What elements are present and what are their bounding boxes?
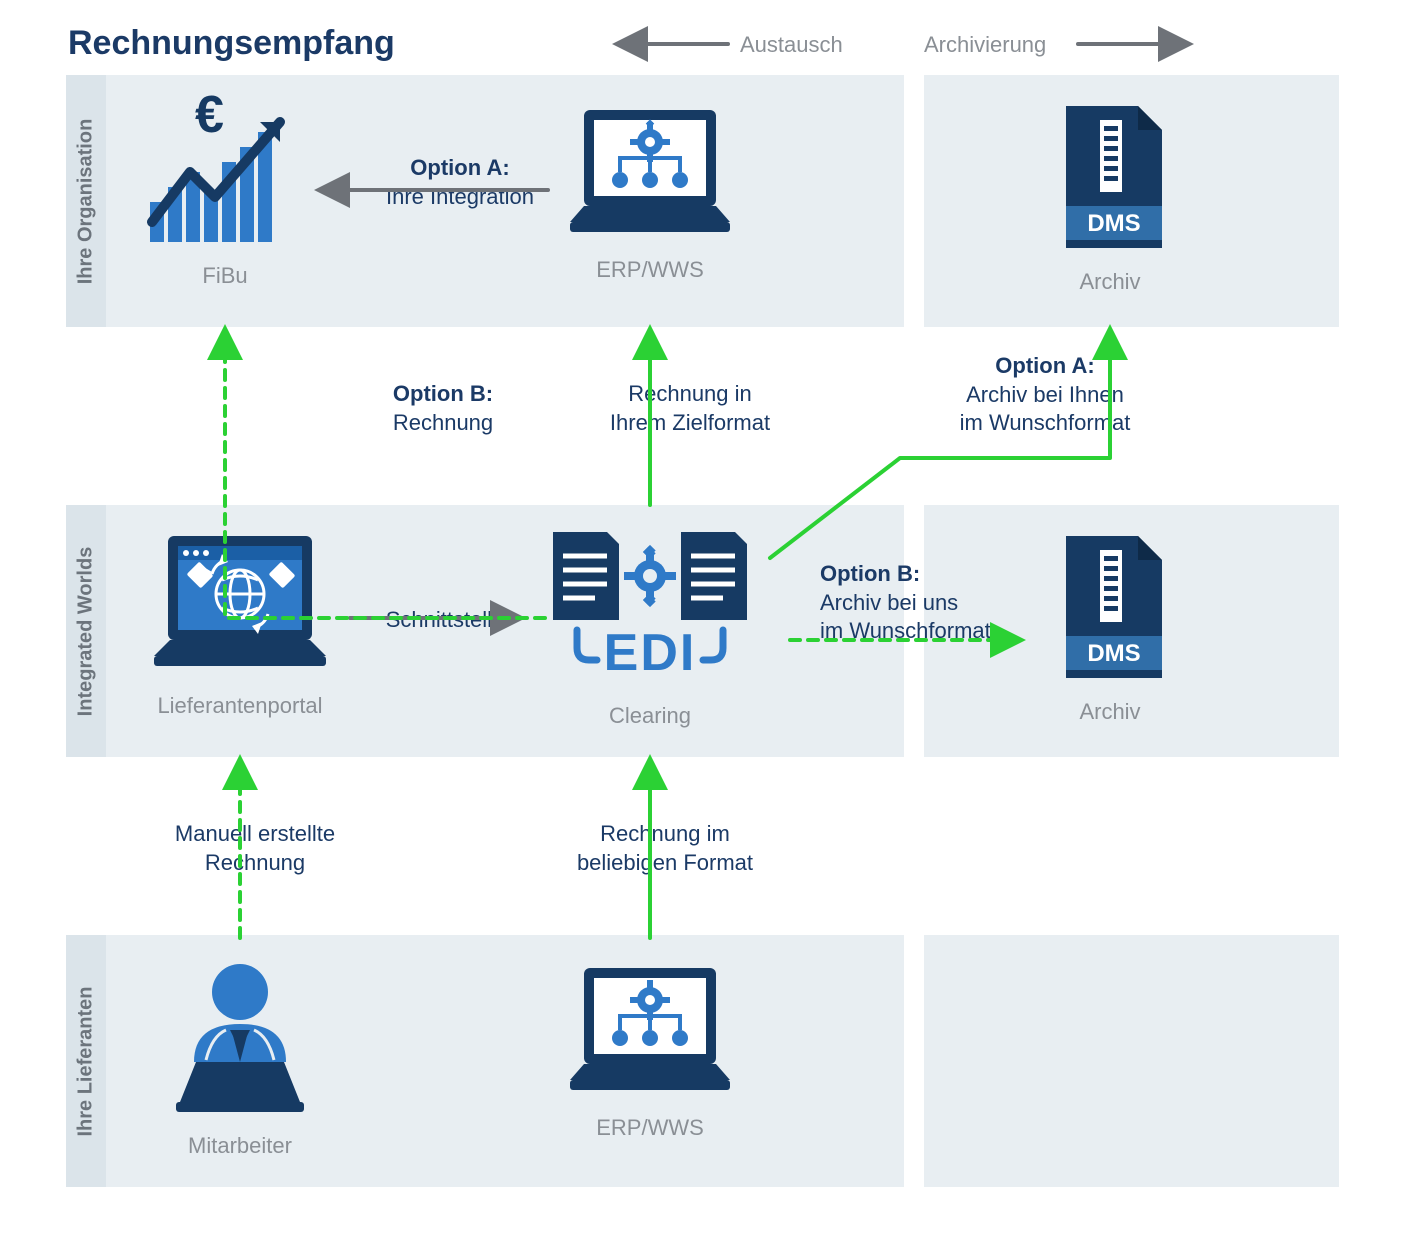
node-fibu-caption: FiBu <box>140 263 310 289</box>
chart-euro-icon: € <box>140 92 310 252</box>
svg-text:€: € <box>195 92 224 144</box>
laptop-gear-icon <box>560 954 740 1104</box>
row-label-org: Ihre Organisation <box>66 75 106 327</box>
top-label-archivierung: Archivierung <box>924 32 1046 58</box>
label-manuell: Manuell erstellte Rechnung <box>150 820 360 877</box>
top-label-austausch: Austausch <box>740 32 843 58</box>
label-optB-rechnung: Option B:Rechnung <box>358 380 528 437</box>
node-erp2-caption: ERP/WWS <box>560 1115 740 1141</box>
node-mitarbeiter: Mitarbeiter <box>160 952 320 1159</box>
dms-file-icon: DMS <box>1030 98 1190 258</box>
label-optA-archiv: Option A:Archiv bei Ihnen im Wunschforma… <box>930 352 1160 438</box>
node-fibu: € FiBu <box>140 92 310 289</box>
label-optA-integration: Option A:Ihre Integration <box>360 154 560 211</box>
page-title: Rechnungsempfang <box>68 24 395 63</box>
laptop-globe-icon <box>140 522 340 682</box>
laptop-gear-icon <box>560 96 740 246</box>
node-archiv2: DMS Archiv <box>1030 528 1190 725</box>
label-schnittstelle: Schnittstelle <box>370 606 520 635</box>
row-label-iw: Integrated Worlds <box>66 505 106 757</box>
label-beliebig: Rechnung im beliebigen Format <box>560 820 770 877</box>
row-label-lief: Ihre Lieferanten <box>66 935 106 1187</box>
edi-big-text: EDI <box>604 624 697 682</box>
node-erp1-caption: ERP/WWS <box>560 257 740 283</box>
dms-file-icon: DMS <box>1030 528 1190 688</box>
node-erp1: ERP/WWS <box>560 96 740 283</box>
dms-badge-1: DMS <box>1087 210 1140 237</box>
node-archiv1: DMS Archiv <box>1030 98 1190 295</box>
node-portal-caption: Lieferantenportal <box>140 693 340 719</box>
node-erp2: ERP/WWS <box>560 954 740 1141</box>
dms-badge-2: DMS <box>1087 640 1140 667</box>
panel-lief-arch <box>924 935 1339 1187</box>
node-mitarbeiter-caption: Mitarbeiter <box>160 1133 320 1159</box>
edi-icon: EDI <box>535 522 765 692</box>
node-archiv2-caption: Archiv <box>1030 699 1190 725</box>
node-edi: EDI Clearing <box>535 522 765 729</box>
label-zielformat: Rechnung in Ihrem Zielformat <box>580 380 800 437</box>
node-edi-caption: Clearing <box>535 703 765 729</box>
node-archiv1-caption: Archiv <box>1030 269 1190 295</box>
node-portal: Lieferantenportal <box>140 522 340 719</box>
label-optB-archiv: Option B:Archiv bei uns im Wunschformat <box>820 560 1030 646</box>
person-laptop-icon <box>160 952 320 1122</box>
